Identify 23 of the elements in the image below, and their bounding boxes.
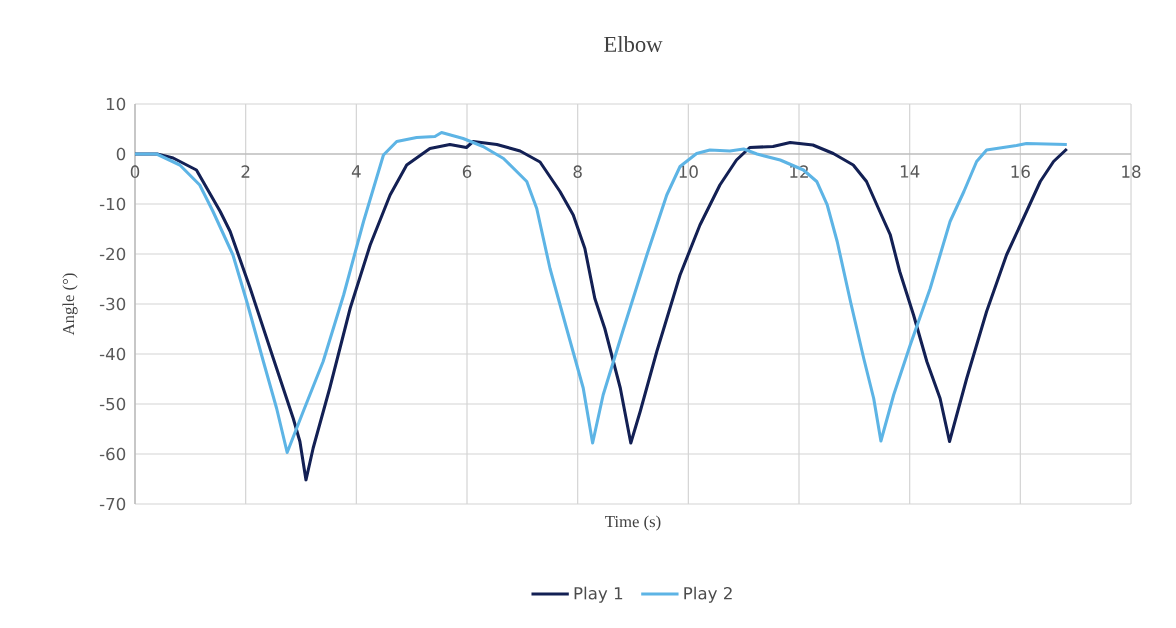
y-tick-label: -70 — [99, 497, 126, 511]
y-tick-label: -10 — [99, 197, 126, 211]
y-tick-label: -40 — [99, 347, 126, 361]
y-tick-label: 10 — [106, 97, 126, 111]
y-tick-label: -30 — [99, 297, 126, 311]
x-tick-label: 0 — [130, 165, 140, 178]
legend-label: Play 2 — [684, 586, 732, 603]
x-tick-label: 16 — [1011, 165, 1030, 178]
x-tick-label: 4 — [351, 165, 361, 178]
y-axis-title: Angle (°) — [62, 273, 78, 336]
x-tick-label: 14 — [900, 165, 920, 178]
x-tick-label: 8 — [573, 165, 582, 178]
x-tick-label: 10 — [679, 165, 698, 178]
chart-title: Elbow — [604, 36, 663, 52]
legend-label: Play 1 — [574, 586, 623, 603]
y-tick-label: -20 — [99, 247, 126, 261]
x-tick-label: 6 — [462, 165, 472, 178]
x-tick-label: 2 — [241, 165, 250, 178]
x-tick-label: 18 — [1122, 165, 1141, 178]
y-tick-label: -50 — [99, 397, 126, 411]
y-tick-label: 0 — [116, 147, 126, 161]
y-tick-label: -60 — [99, 447, 126, 461]
x-axis-title: Time (s) — [605, 515, 661, 531]
